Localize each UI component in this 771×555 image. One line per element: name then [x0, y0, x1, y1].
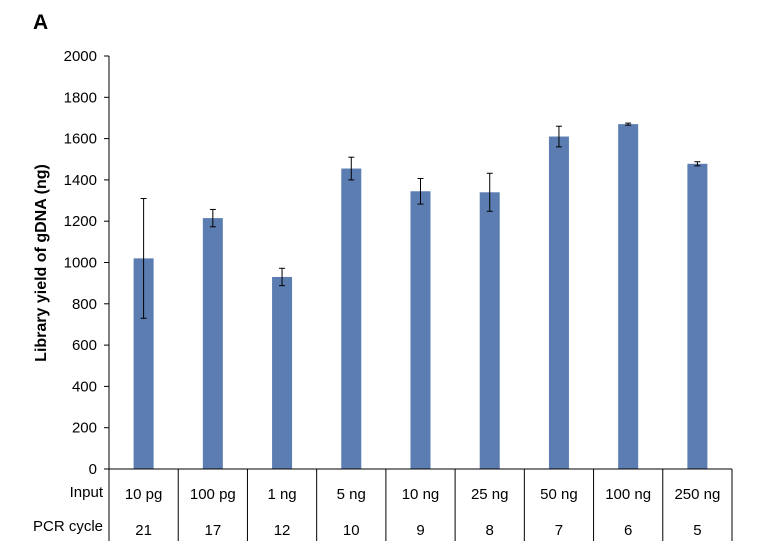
x-tick-label: 1 ng	[267, 486, 296, 503]
bar	[548, 136, 569, 469]
pcr-cycle-cell: 10	[343, 522, 360, 539]
panel-label: A	[33, 11, 48, 34]
pcr-cycle-cell: 17	[204, 522, 221, 539]
y-tick-label: 1400	[64, 172, 97, 189]
bar	[687, 163, 708, 469]
bar	[618, 124, 639, 470]
error-bar	[279, 267, 286, 287]
x-tick-label: 5 ng	[337, 486, 366, 503]
bars	[133, 124, 708, 470]
bar	[133, 258, 154, 469]
error-bar	[486, 172, 493, 212]
pcr-cycle-cell: 21	[135, 522, 152, 539]
bar	[272, 276, 293, 469]
x-tick-label: 50 ng	[540, 486, 578, 503]
y-tick-label: 1200	[64, 213, 97, 230]
y-tick-label: 0	[89, 461, 97, 478]
x-tick-label: 100 ng	[605, 486, 651, 503]
x-tick-label: 250 ng	[674, 486, 720, 503]
error-bar	[625, 122, 632, 126]
error-bar	[694, 161, 701, 167]
row-label-input: Input	[70, 484, 104, 501]
y-axis-label: Library yield of gDNA (ng)	[33, 164, 50, 362]
bar	[202, 218, 223, 469]
x-tick-label: 25 ng	[471, 486, 509, 503]
pcr-cycle-cell: 12	[274, 522, 291, 539]
error-bar	[348, 156, 355, 181]
error-bar	[555, 125, 562, 148]
bar	[479, 192, 500, 470]
y-tick-label: 2000	[64, 48, 97, 65]
y-tick-label: 1600	[64, 131, 97, 148]
error-bar	[140, 197, 147, 319]
error-bar	[209, 208, 216, 228]
pcr-cycle-cell: 6	[624, 522, 632, 539]
row-label-pcr-cycle: PCR cycle	[33, 518, 103, 535]
error-bar	[417, 177, 424, 205]
y-tick-label: 600	[72, 337, 97, 354]
bar	[410, 191, 431, 469]
y-tick-label: 1000	[64, 255, 97, 272]
y-tick-label: 800	[72, 296, 97, 313]
x-tick-label: 10 pg	[125, 486, 163, 503]
pcr-cycle-cell: 9	[416, 522, 424, 539]
y-axis: 0 200 400 600 800 1000 1200 1400 1600 1800 2000	[64, 48, 110, 478]
pcr-cycle-cell: 8	[486, 522, 494, 539]
pcr-cycle-cell: 5	[693, 522, 701, 539]
category-table: Input PCR cycle 10 pg 21 100 pg 17 1 ng 12 5 ng 1…	[33, 468, 733, 541]
y-tick-label: 1800	[64, 89, 97, 106]
y-tick-label: 200	[72, 420, 97, 437]
y-tick-label: 400	[72, 378, 97, 395]
bar	[341, 168, 362, 470]
error-bars	[140, 122, 701, 319]
x-tick-label: 10 ng	[402, 486, 440, 503]
pcr-cycle-cell: 7	[555, 522, 563, 539]
x-tick-label: 100 pg	[190, 486, 236, 503]
